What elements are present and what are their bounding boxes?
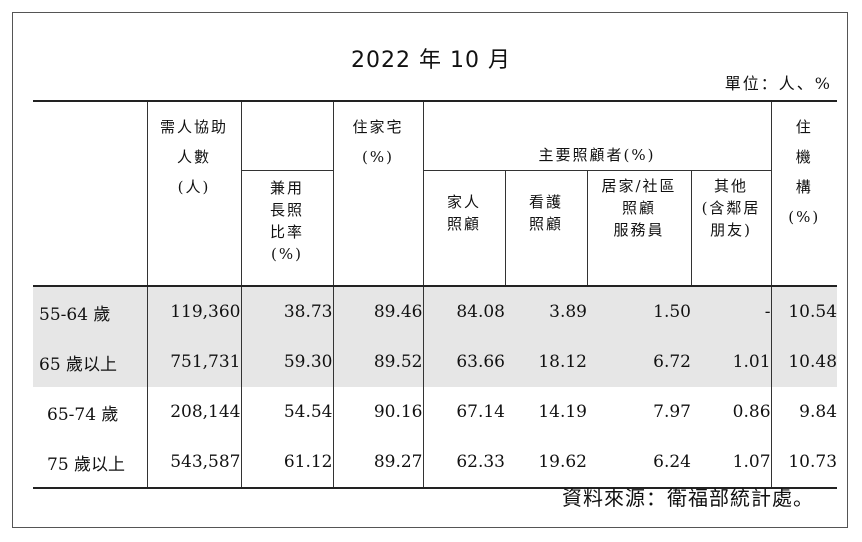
cell-other: 1.07 bbox=[732, 452, 771, 472]
cell-nurse: 18.12 bbox=[505, 337, 587, 387]
cell-people: 751,731 bbox=[146, 337, 241, 387]
header-combined-line2: 長照 bbox=[269, 201, 304, 219]
cell-family: 63.66 bbox=[422, 337, 505, 387]
header-institution: 住 機 構 (%) bbox=[770, 101, 838, 286]
cell-other: - bbox=[691, 286, 772, 337]
cell-nurse: 19.62 bbox=[538, 452, 587, 472]
row-label: 65-74 歲 bbox=[47, 404, 119, 425]
cell-family: 84.08 bbox=[422, 286, 505, 337]
header-combined-top bbox=[240, 101, 333, 171]
header-need-people-line1: 需人協助 bbox=[159, 118, 228, 136]
cell-combined: 61.12 bbox=[240, 437, 333, 488]
row-label: 55-64 歲 bbox=[33, 286, 147, 337]
cell-institution: 10.54 bbox=[770, 286, 838, 337]
page-title: 2022 年 10 月 bbox=[351, 48, 511, 73]
header-home-line2: (%) bbox=[362, 148, 394, 166]
header-family-line1: 家人 bbox=[446, 193, 481, 211]
header-combined-line1: 兼用 bbox=[269, 179, 304, 197]
header-homecare-line1: 居家/社區 bbox=[601, 177, 677, 195]
cell-home: 89.52 bbox=[332, 337, 423, 387]
header-other-line3: 朋友) bbox=[710, 221, 752, 239]
header-nurse-line2: 照顧 bbox=[528, 215, 563, 233]
header-other-line1: 其他 bbox=[714, 177, 749, 195]
cell-people: 208,144 bbox=[146, 387, 241, 437]
table-row: 55-64 歲 119,360 38.73 89.46 84.08 3.89 1… bbox=[33, 286, 838, 337]
header-combined: 兼用 長照 比率 (%) bbox=[240, 170, 333, 286]
cell-people: 543,587 bbox=[146, 437, 241, 488]
header-need-people: 需人協助 人數 (人) bbox=[146, 101, 241, 286]
header-family: 家人 照顧 bbox=[422, 170, 505, 286]
table-row: 65-74 歲 208,144 54.54 90.16 67.14 14.19 … bbox=[33, 387, 838, 437]
unit-note: 單位：人、% bbox=[724, 74, 832, 93]
cell-family: 67.14 bbox=[422, 387, 505, 437]
cell-combined: 54.54 bbox=[240, 387, 333, 437]
header-home: 住家宅 (%) bbox=[332, 101, 423, 286]
cell-homecare: 1.50 bbox=[587, 286, 691, 337]
cell-combined: 38.73 bbox=[240, 286, 333, 337]
header-main-carer: 主要照顧者(%) bbox=[422, 101, 772, 171]
header-home-line1: 住家宅 bbox=[352, 118, 404, 136]
cell-home: 89.27 bbox=[332, 437, 423, 488]
header-nurse-line1: 看護 bbox=[528, 193, 563, 211]
cell-nurse: 3.89 bbox=[505, 286, 587, 337]
header-combined-line4: (%) bbox=[271, 245, 303, 263]
header-inst-line2: 機 bbox=[795, 148, 813, 166]
header-blank bbox=[33, 101, 147, 286]
header-row-2: 兼用 長照 比率 (%) 家人 照顧 看護 照顧 居家/社區 照顧 服務員 其他… bbox=[33, 170, 838, 286]
header-combined-line3: 比率 bbox=[269, 223, 304, 241]
header-homecare-line2: 照顧 bbox=[621, 199, 656, 217]
cell-home: 89.46 bbox=[332, 286, 423, 337]
header-other-line2: (含鄰居 bbox=[701, 199, 761, 217]
cell-nurse: 14.19 bbox=[538, 402, 587, 422]
cell-homecare: 7.97 bbox=[653, 402, 691, 422]
header-nurse: 看護 照顧 bbox=[504, 170, 587, 286]
cell-institution: 10.48 bbox=[770, 337, 838, 387]
table-frame bbox=[12, 12, 848, 528]
cell-family: 62.33 bbox=[422, 437, 505, 488]
row-label: 75 歲以上 bbox=[47, 454, 126, 475]
cell-people: 119,360 bbox=[146, 286, 241, 337]
row-label: 65 歲以上 bbox=[33, 337, 147, 387]
source-note: 資料來源：衛福部統計處。 bbox=[562, 486, 814, 510]
header-inst-line3: 構 bbox=[795, 178, 813, 196]
header-other: 其他 (含鄰居 朋友) bbox=[690, 170, 772, 286]
cell-homecare: 6.24 bbox=[653, 452, 691, 472]
table-row: 75 歲以上 543,587 61.12 89.27 62.33 19.62 6… bbox=[33, 437, 838, 488]
cell-combined: 59.30 bbox=[240, 337, 333, 387]
cell-home: 90.16 bbox=[332, 387, 423, 437]
cell-other: 1.01 bbox=[691, 337, 772, 387]
header-need-people-line2: 人數 bbox=[176, 148, 211, 166]
header-inst-line1: 住 bbox=[795, 118, 813, 136]
header-row-1: 需人協助 人數 (人) 住家宅 (%) 主要照顧者(%) 住 機 構 (%) bbox=[33, 101, 838, 286]
header-homecare-line3: 服務員 bbox=[613, 221, 665, 239]
header-homecare: 居家/社區 照顧 服務員 bbox=[586, 170, 691, 286]
cell-institution: 9.84 bbox=[770, 387, 838, 437]
cell-other: 0.86 bbox=[732, 402, 771, 422]
table-row: 65 歲以上 751,731 59.30 89.52 63.66 18.12 6… bbox=[33, 337, 838, 387]
cell-homecare: 6.72 bbox=[587, 337, 691, 387]
header-family-line2: 照顧 bbox=[446, 215, 481, 233]
header-inst-line4: (%) bbox=[788, 208, 821, 226]
statistics-table: 需人協助 人數 (人) 住家宅 (%) 主要照顧者(%) 住 機 構 (%) 兼… bbox=[33, 100, 838, 489]
cell-institution: 10.73 bbox=[770, 437, 838, 488]
header-need-people-line3: (人) bbox=[177, 178, 211, 196]
